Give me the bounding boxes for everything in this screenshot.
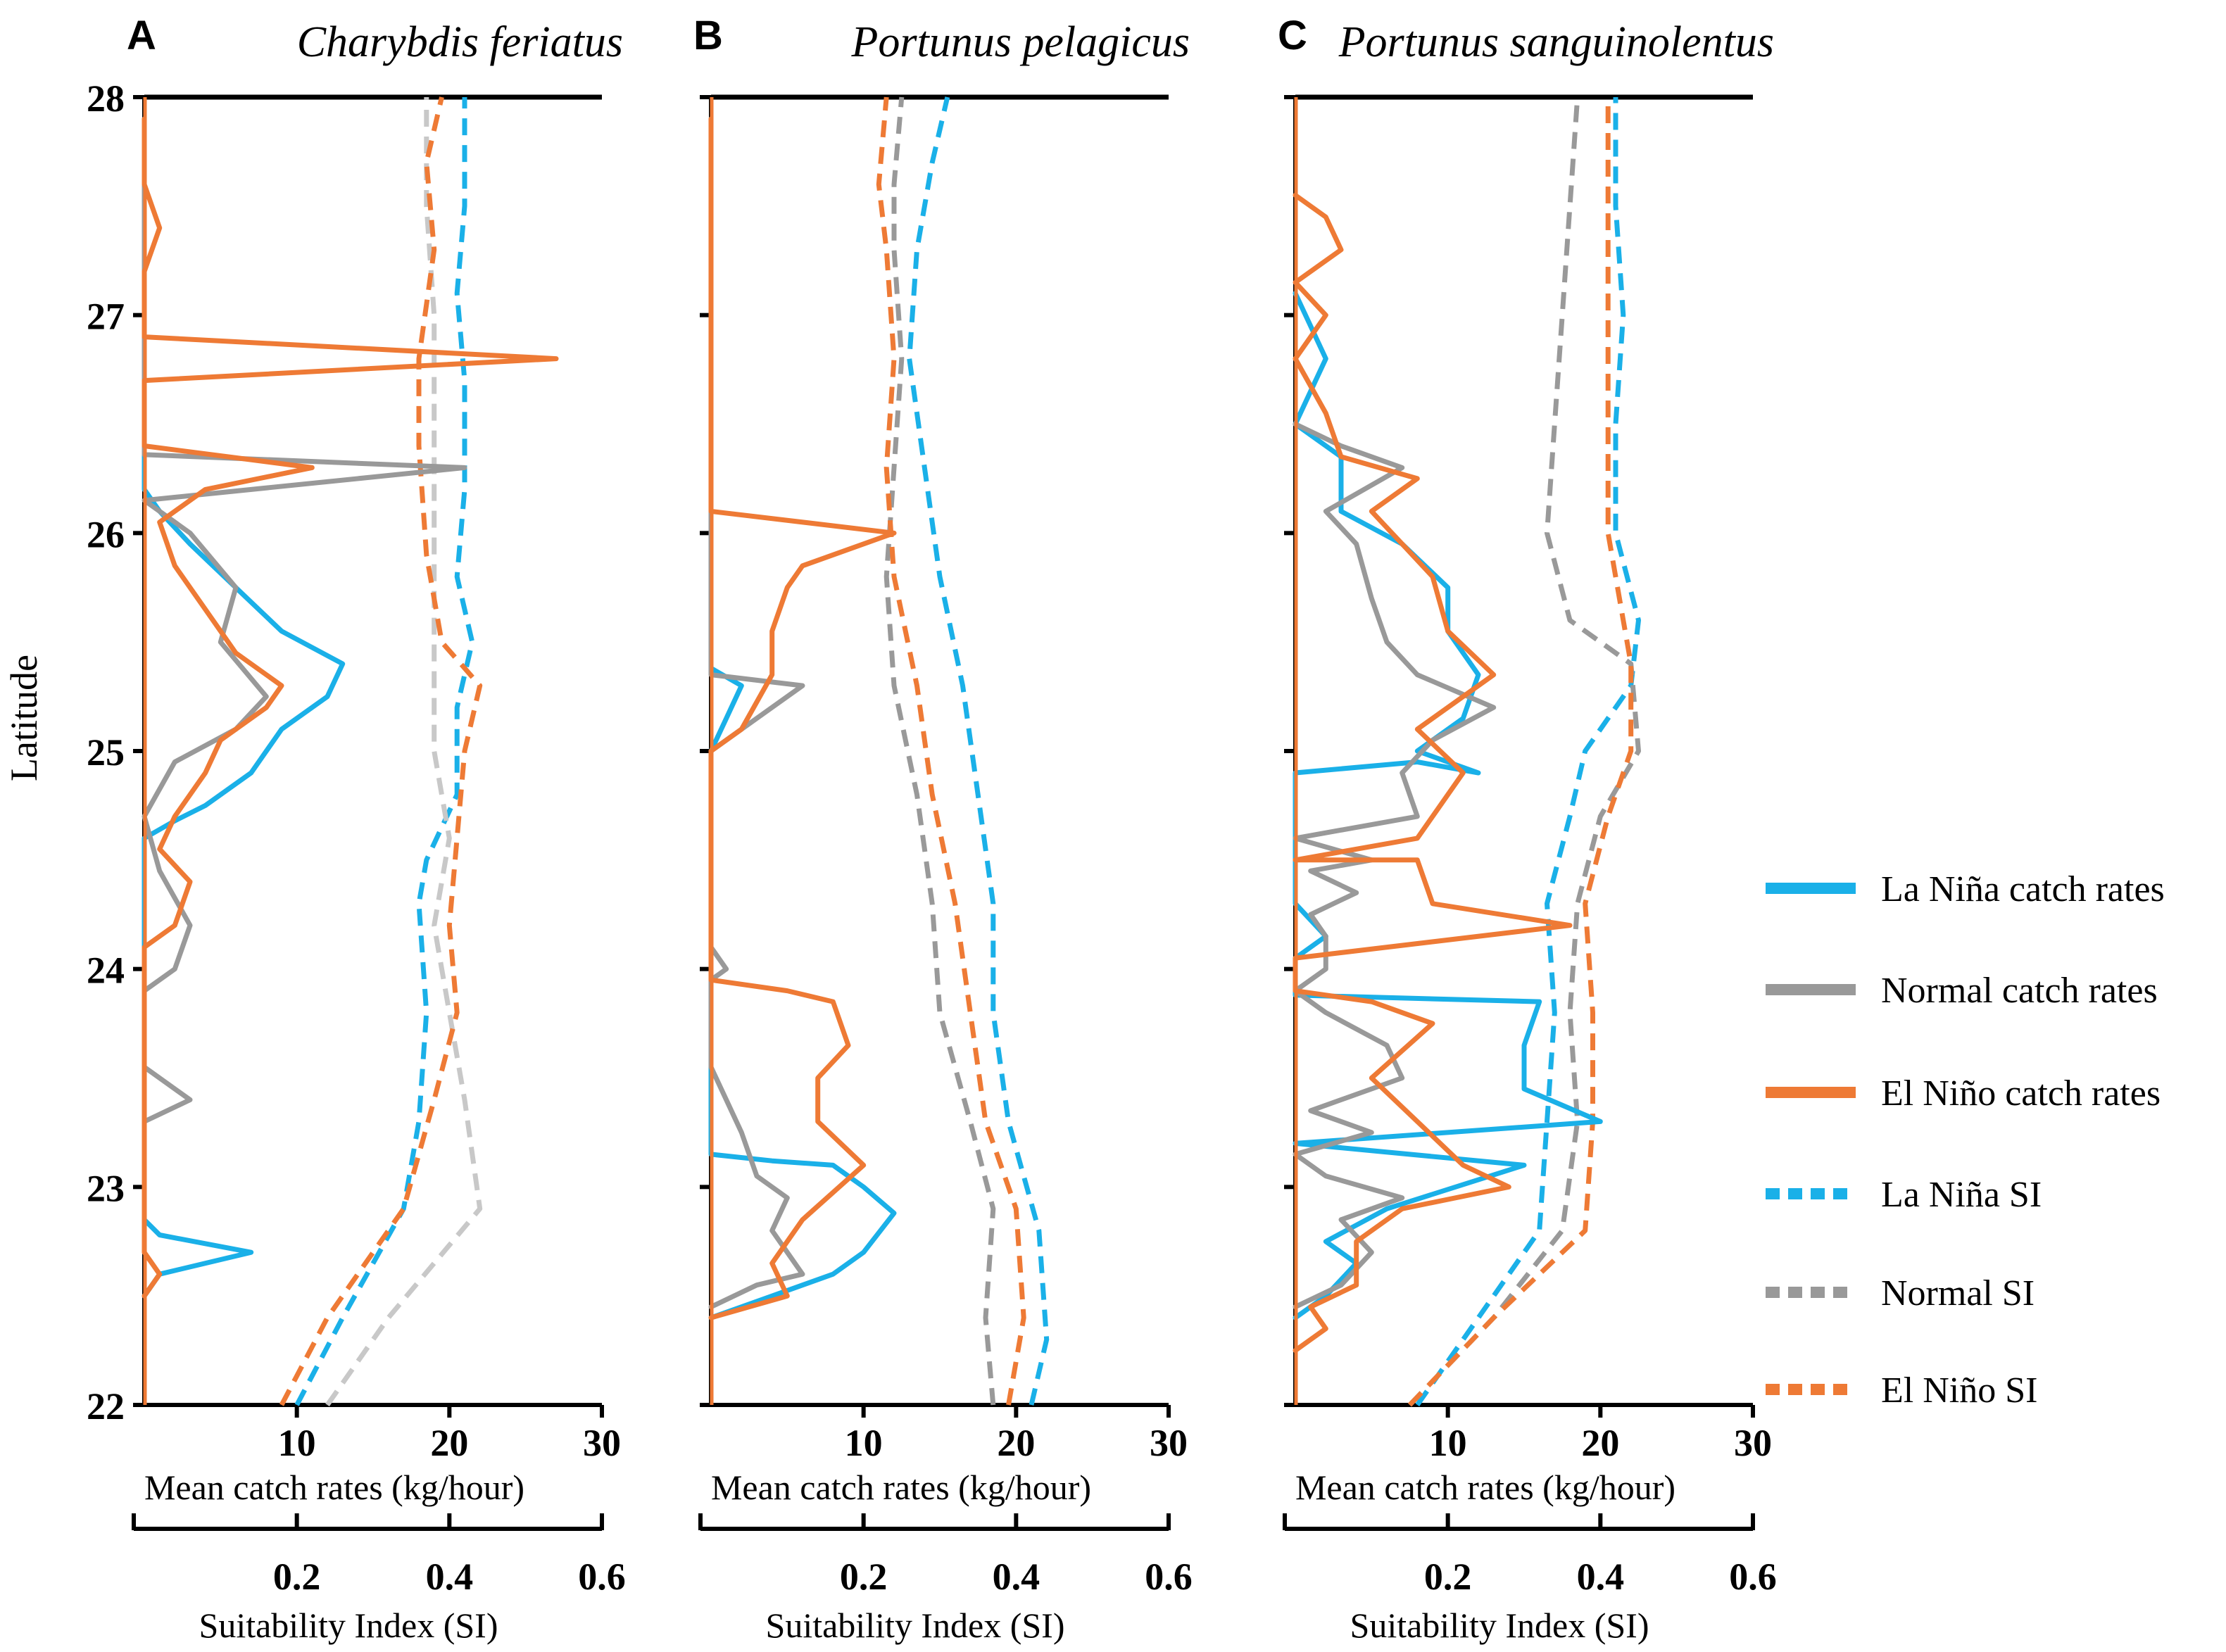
series-la-ni-a-si — [1415, 97, 1641, 1407]
panel-title: Portunus pelagicus — [851, 18, 1190, 66]
y-tick-label: 24 — [87, 950, 125, 992]
si-axis-label: Suitability Index (SI) — [199, 1606, 498, 1645]
legend-item: El Niño catch rates — [1766, 1073, 2161, 1114]
x-tick-label: 30 — [1734, 1422, 1772, 1464]
panel-title: Portunus sanguinolentus — [1338, 18, 1774, 66]
si-tick-label: 0.6 — [1145, 1556, 1193, 1598]
legend-item: La Niña SI — [1766, 1175, 2042, 1215]
si-tick-label: 0.6 — [1729, 1556, 1777, 1598]
series-el-ni-o-catch-rates — [708, 116, 897, 1320]
legend-label: Normal catch rates — [1881, 971, 2158, 1011]
si-tick-label: 0.4 — [993, 1556, 1040, 1598]
y-tick-label: 22 — [87, 1385, 125, 1427]
x-tick-label: 10 — [845, 1422, 883, 1464]
panel-b: B Portunus pelagicus 10 20 30 Mean catch rate… — [693, 13, 1193, 1645]
y-tick-label: 26 — [87, 513, 125, 555]
x-axis-label: Mean catch rates (kg/hour) — [711, 1468, 1091, 1507]
y-tick-label: 27 — [87, 296, 125, 338]
series-normal-catch-rates — [142, 116, 467, 1124]
legend-label: La Niña catch rates — [1881, 869, 2165, 909]
si-tick-label: 0.2 — [1424, 1556, 1472, 1598]
legend-item: La Niña catch rates — [1766, 869, 2165, 909]
series-la-ni-a-catch-rates — [142, 116, 346, 1299]
series-normal-si — [884, 96, 996, 1406]
y-tick-label: 23 — [87, 1167, 125, 1209]
series-normal-catch-rates — [708, 116, 805, 1310]
series-normal-catch-rates — [1293, 422, 1497, 1310]
series-la-ni-a-catch-rates — [708, 116, 897, 1320]
panel-letter: A — [127, 13, 156, 58]
series-normal-si — [325, 97, 483, 1407]
y-axis-label: Latitude — [3, 655, 45, 781]
series-la-ni-a-si — [294, 97, 475, 1406]
series-el-ni-o-si — [876, 96, 1026, 1406]
panel-title: Charybdis feriatus — [297, 18, 623, 66]
x-axis-label: Mean catch rates (kg/hour) — [1295, 1468, 1675, 1507]
x-tick-label: 10 — [278, 1422, 316, 1464]
legend-label: El Niño catch rates — [1881, 1073, 2161, 1114]
si-tick-label: 0.6 — [578, 1556, 626, 1598]
x-tick-label: 20 — [1581, 1422, 1619, 1464]
legend-item: Normal SI — [1766, 1273, 2035, 1313]
legend-label: Normal SI — [1881, 1273, 2035, 1313]
legend: La Niña catch rates Normal catch rates El … — [1766, 869, 2165, 1411]
legend-item: El Niño SI — [1766, 1370, 2037, 1411]
x-tick-label: 30 — [1150, 1422, 1188, 1464]
si-tick-label: 0.2 — [840, 1556, 888, 1598]
series-normal-si — [1407, 96, 1641, 1407]
si-axis-label: Suitability Index (SI) — [766, 1606, 1065, 1645]
series-el-ni-o-catch-rates — [142, 116, 559, 1299]
legend-label: El Niño SI — [1881, 1370, 2037, 1411]
y-tick-label: 25 — [87, 731, 125, 774]
legend-item: Normal catch rates — [1766, 971, 2158, 1011]
si-tick-label: 0.4 — [426, 1556, 474, 1598]
series-el-ni-o-si — [279, 96, 483, 1406]
x-axis-label: Mean catch rates (kg/hour) — [144, 1468, 524, 1507]
panel-c: C Portunus sanguinolentus 10 20 30 Mean catch… — [1278, 13, 1777, 1645]
legend-label: La Niña SI — [1881, 1175, 2042, 1215]
panel-letter: B — [693, 13, 723, 58]
x-tick-label: 20 — [430, 1422, 468, 1464]
y-tick-label: 28 — [87, 77, 125, 120]
series-el-ni-o-catch-rates — [1293, 192, 1573, 1354]
panel-letter: C — [1278, 13, 1307, 58]
series-el-ni-o-si — [1407, 97, 1634, 1407]
series-la-ni-a-si — [907, 96, 1050, 1406]
si-axis-label: Suitability Index (SI) — [1350, 1606, 1649, 1645]
panel-a: A Charybdis feriatus 22 23 24 25 26 27 28 10 20 30 M… — [87, 13, 626, 1645]
si-tick-label: 0.2 — [273, 1556, 321, 1598]
si-tick-label: 0.4 — [1577, 1556, 1625, 1598]
x-tick-label: 20 — [997, 1422, 1035, 1464]
x-tick-label: 30 — [583, 1422, 621, 1464]
x-tick-label: 10 — [1429, 1422, 1467, 1464]
